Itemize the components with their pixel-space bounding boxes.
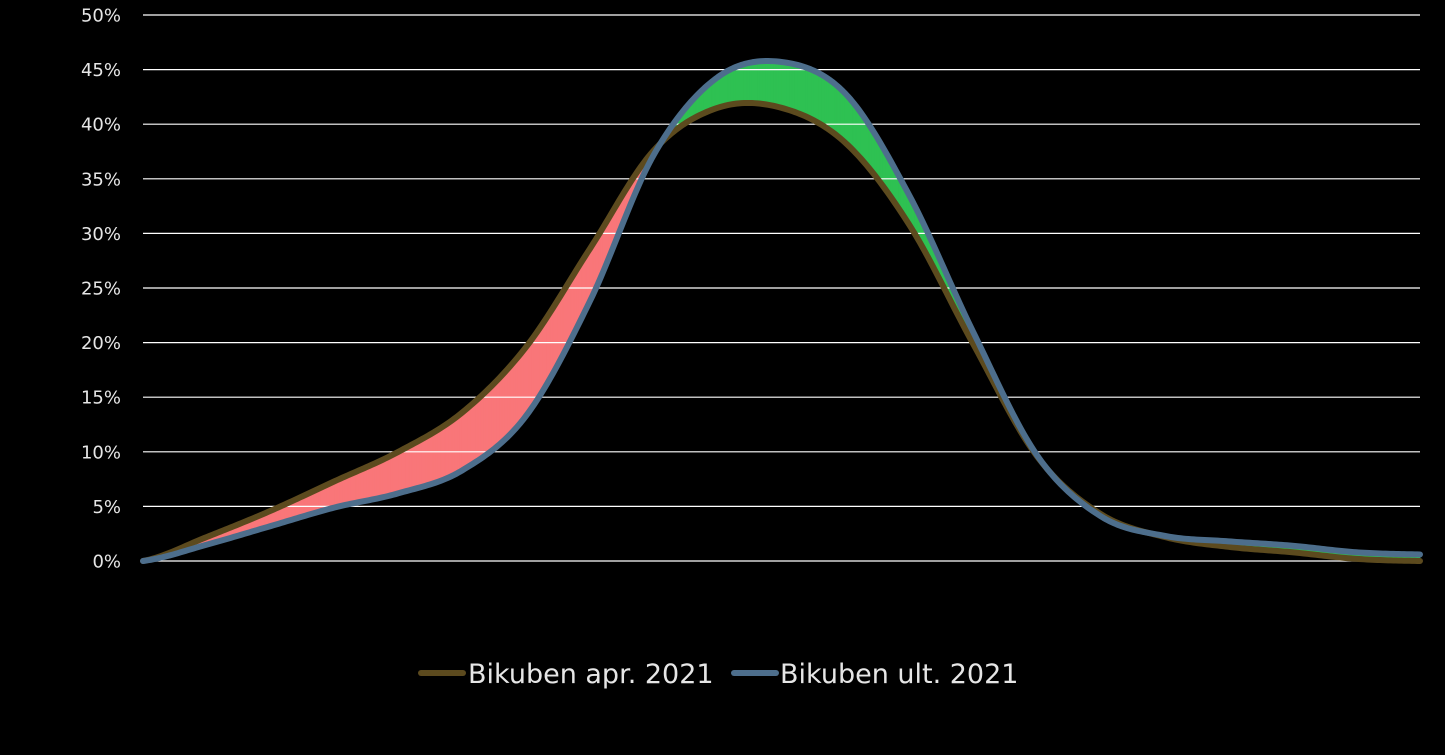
y-tick-label: 40% xyxy=(81,115,121,136)
y-tick-label: 0% xyxy=(92,552,121,573)
difference-fill-layer xyxy=(142,60,1421,562)
y-axis: 0% 5% 10% 15% 20% 25% 30% 35% 40% 45% 50% xyxy=(81,6,121,573)
y-tick-label: 50% xyxy=(81,6,121,27)
y-tick-label: 15% xyxy=(81,388,121,409)
legend-label: Bikuben apr. 2021 xyxy=(468,659,714,690)
difference-fill-segment xyxy=(363,466,367,502)
gridlines xyxy=(143,14,1420,562)
y-tick-label: 20% xyxy=(81,333,121,354)
y-tick-label: 35% xyxy=(81,169,121,190)
difference-fill-segment xyxy=(429,432,434,485)
y-tick-label: 25% xyxy=(81,279,121,300)
y-tick-label: 30% xyxy=(81,224,121,245)
series-lines xyxy=(140,58,1423,564)
y-tick-label: 10% xyxy=(81,442,121,463)
series-line-apr-2021 xyxy=(140,99,1423,564)
difference-fill-segment xyxy=(491,382,495,452)
legend: Bikuben apr. 2021 Bikuben ult. 2021 xyxy=(418,659,1018,690)
y-tick-label: 5% xyxy=(92,497,121,518)
difference-fill-segment xyxy=(810,68,814,121)
difference-fill-segment xyxy=(749,61,753,104)
legend-label: Bikuben ult. 2021 xyxy=(780,659,1018,690)
series-line-ult-2021 xyxy=(140,58,1423,564)
y-tick-label: 45% xyxy=(81,60,121,81)
